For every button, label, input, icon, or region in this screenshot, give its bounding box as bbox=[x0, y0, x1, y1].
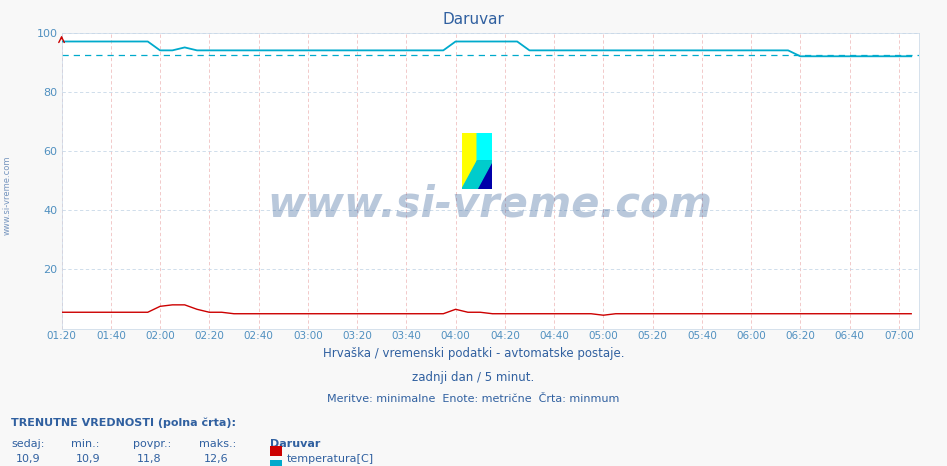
Text: povpr.:: povpr.: bbox=[133, 439, 170, 449]
Text: 12,6: 12,6 bbox=[204, 454, 228, 464]
Polygon shape bbox=[462, 161, 477, 189]
Polygon shape bbox=[477, 133, 492, 161]
Text: 10,9: 10,9 bbox=[76, 454, 100, 464]
Text: min.:: min.: bbox=[71, 439, 99, 449]
Polygon shape bbox=[477, 161, 492, 189]
Text: 11,8: 11,8 bbox=[137, 454, 162, 464]
Polygon shape bbox=[462, 161, 492, 189]
Text: www.si-vreme.com: www.si-vreme.com bbox=[268, 183, 712, 225]
Text: maks.:: maks.: bbox=[199, 439, 236, 449]
Text: TRENUTNE VREDNOSTI (polna črta):: TRENUTNE VREDNOSTI (polna črta): bbox=[11, 417, 237, 428]
Text: www.si-vreme.com: www.si-vreme.com bbox=[3, 156, 12, 235]
Text: Daruvar: Daruvar bbox=[270, 439, 320, 449]
Polygon shape bbox=[477, 161, 492, 189]
Text: temperatura[C]: temperatura[C] bbox=[287, 454, 374, 464]
Text: Daruvar: Daruvar bbox=[442, 12, 505, 27]
Text: Hrvaška / vremenski podatki - avtomatske postaje.: Hrvaška / vremenski podatki - avtomatske… bbox=[323, 347, 624, 360]
Polygon shape bbox=[462, 133, 477, 189]
Text: Meritve: minimalne  Enote: metrične  Črta: minmum: Meritve: minimalne Enote: metrične Črta:… bbox=[328, 394, 619, 404]
Text: sedaj:: sedaj: bbox=[11, 439, 45, 449]
Text: zadnji dan / 5 minut.: zadnji dan / 5 minut. bbox=[412, 371, 535, 384]
Polygon shape bbox=[477, 133, 492, 161]
Text: 10,9: 10,9 bbox=[16, 454, 41, 464]
Polygon shape bbox=[477, 161, 492, 189]
